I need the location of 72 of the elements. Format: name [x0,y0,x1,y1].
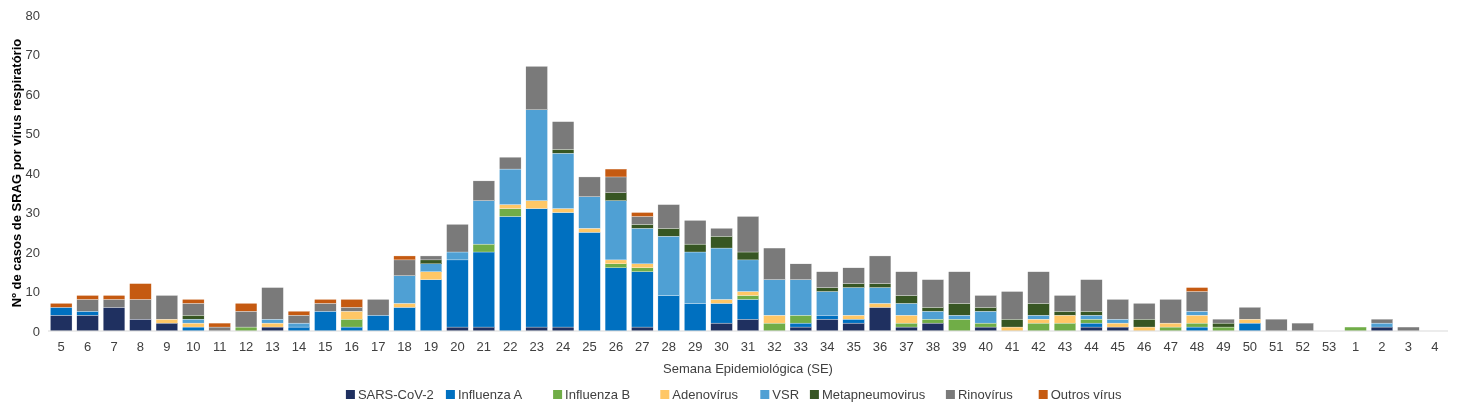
y-tick-label: 30 [25,205,40,221]
x-tick-label: 31 [740,339,756,354]
x-tick-label: 7 [110,339,118,354]
x-tick-label: 43 [1057,339,1073,354]
legend-label: Adenovírus [672,387,739,402]
x-tick-label: 19 [423,339,439,354]
x-tick-label: 36 [872,339,888,354]
x-axis-title: Semana Epidemiológica (SE) [663,361,833,376]
x-tick-label: 12 [238,339,254,354]
x-tick-label: 9 [163,339,171,354]
legend-label: VSR [772,387,800,402]
x-tick-label: 33 [793,339,809,354]
x-tick-label: 39 [952,339,967,354]
legend-label: Influenza B [565,387,631,402]
x-tick-label: 11 [212,339,227,354]
x-tick-label: 20 [450,339,465,354]
x-tick-label: 16 [344,339,360,354]
y-tick-label: 60 [25,86,40,102]
x-tick-label: 49 [1216,339,1231,354]
x-tick-label: 48 [1189,339,1205,354]
y-tick-label: 70 [25,47,40,63]
x-tick-label: 42 [1031,339,1046,354]
x-tick-label: 45 [1110,339,1126,354]
x-tick-label: 26 [608,339,624,354]
legend-label: SARS-CoV-2 [357,387,434,402]
x-tick-label: 6 [84,339,92,354]
x-tick-label: 8 [136,339,145,354]
x-tick-label: 24 [555,339,571,354]
x-tick-label: 2 [1378,339,1386,354]
x-tick-label: 53 [1321,339,1337,354]
x-tick-label: 14 [291,339,307,354]
y-tick-label: 50 [25,126,40,142]
x-tick-label: 51 [1269,339,1284,354]
x-tick-label: 23 [529,339,544,354]
x-tick-label: 1 [1351,339,1360,354]
x-tick-label: 35 [846,339,861,354]
x-tick-label: 37 [899,339,914,354]
x-tick-label: 5 [57,339,65,354]
x-tick-label: 15 [318,339,333,354]
x-tick-label: 25 [582,339,597,354]
y-tick-label: 0 [32,323,40,339]
x-tick-label: 29 [687,339,703,354]
y-tick-label: 40 [25,165,40,181]
y-axis-title: Nº de casos de SRAG por vírus respiratório [9,38,24,308]
x-tick-label: 30 [714,339,729,354]
x-tick-label: 32 [767,339,782,354]
x-tick-label: 17 [370,339,386,354]
x-tick-label: 27 [635,339,650,354]
x-tick-label: 38 [925,339,941,354]
legend-label: Metapneumovirus [821,387,926,402]
y-tick-label: 80 [25,7,40,23]
y-tick-label: 20 [25,244,40,260]
x-tick-label: 40 [978,339,993,354]
x-tick-label: 28 [661,339,676,354]
x-tick-label: 10 [186,339,201,354]
x-tick-label: 18 [397,339,412,354]
x-tick-label: 47 [1163,339,1178,354]
legend-label: Influenza A [457,387,523,402]
x-tick-label: 50 [1242,339,1258,354]
legend-label: Rinovírus [957,387,1014,402]
x-tick-label: 52 [1295,339,1310,354]
x-tick-label: 13 [265,339,280,354]
y-tick-label: 10 [25,284,40,300]
x-tick-label: 34 [820,339,835,354]
x-tick-label: 21 [476,339,492,354]
x-tick-label: 46 [1136,339,1152,354]
x-tick-label: 22 [503,339,518,354]
x-tick-label: 41 [1004,339,1020,354]
x-tick-label: 4 [1431,339,1439,354]
legend-label: Outros vírus [1050,387,1122,402]
x-tick-label: 44 [1084,339,1099,354]
x-tick-label: 3 [1404,339,1412,354]
